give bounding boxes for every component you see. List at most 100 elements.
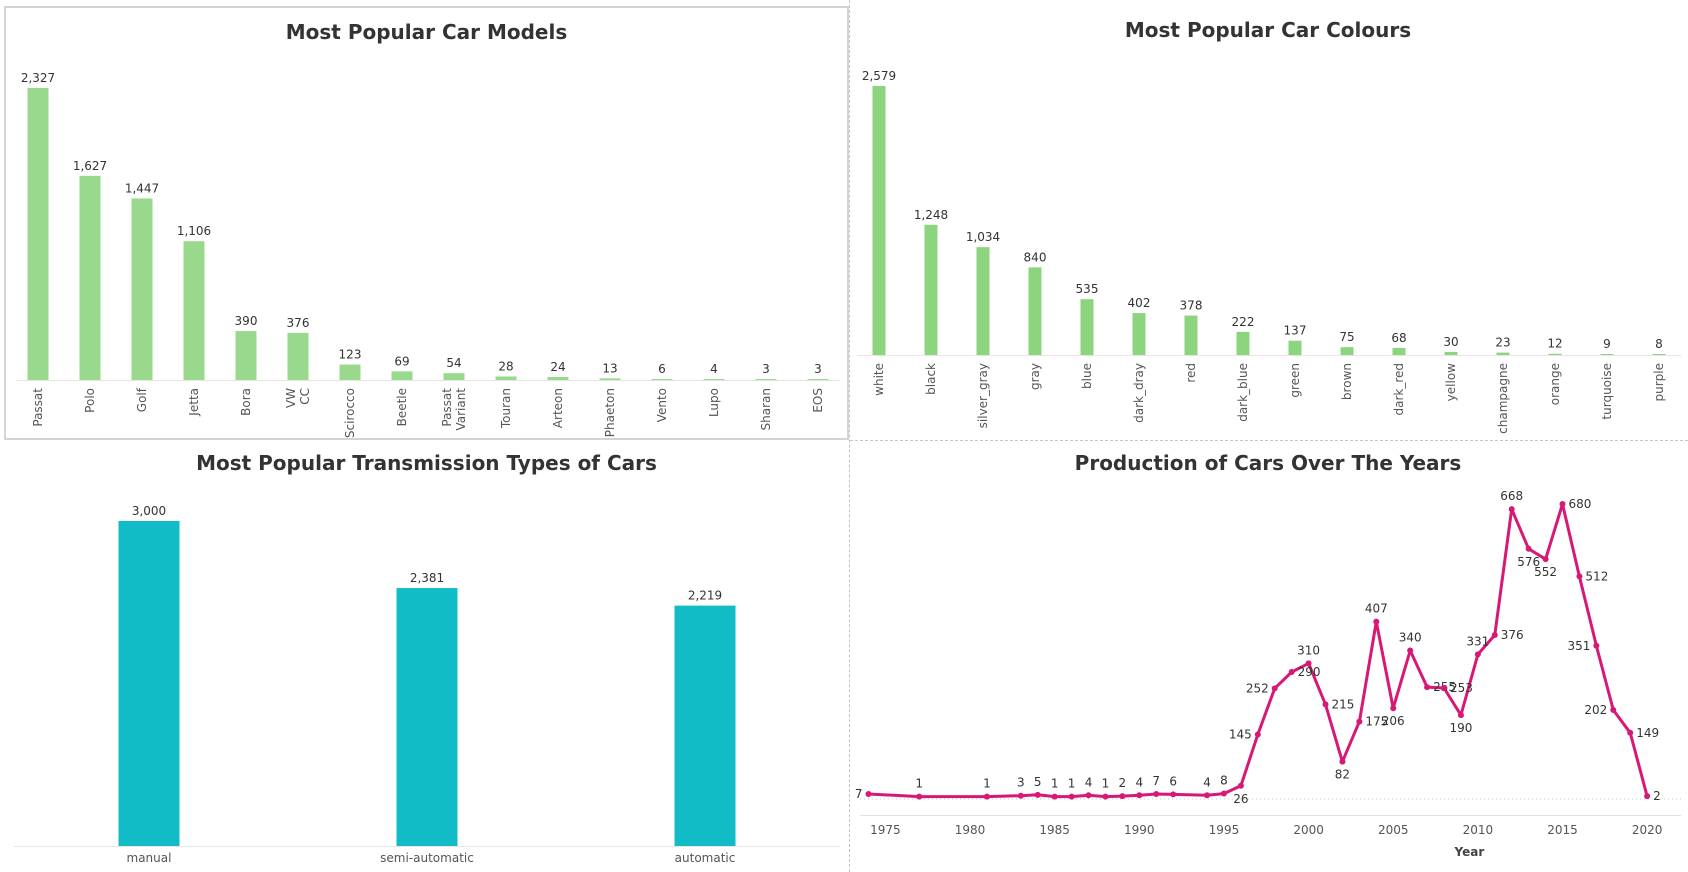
data-label: 840 [1024, 250, 1047, 264]
category-tick-label: blue [1080, 363, 1094, 389]
category-tick-label: brown [1340, 363, 1354, 400]
data-label: 175 [1365, 715, 1388, 729]
data-label: 390 [235, 314, 258, 328]
data-point [1068, 793, 1075, 800]
data-label: 54 [446, 356, 461, 370]
x-tick-label: 2015 [1547, 823, 1578, 837]
data-label: 310 [1297, 643, 1320, 657]
category-tick-label: silver_gray [976, 363, 990, 428]
category-tick-label: Touran [499, 388, 513, 429]
bar-eos [807, 379, 829, 380]
data-label: 668 [1500, 489, 1523, 503]
category-tick-label: Beetle [395, 388, 409, 426]
bar-polo [79, 175, 101, 380]
data-label: 82 [1335, 768, 1350, 782]
production-years-chart: 1975 1980 1985 1990 1995 2000 2005 2010 2015 2020… [855, 489, 1681, 859]
data-label: 376 [1501, 628, 1524, 642]
data-label: 2,579 [862, 69, 896, 83]
data-point [1441, 684, 1448, 691]
data-point [1220, 790, 1227, 797]
category-tick-label: white [872, 363, 886, 396]
data-label: 1 [983, 777, 991, 791]
bar-blue [1080, 299, 1094, 355]
bar-automatic [674, 605, 736, 846]
data-point [1407, 647, 1414, 654]
data-point [1424, 684, 1431, 691]
data-point [1034, 791, 1041, 798]
data-point [1525, 545, 1532, 552]
bar-jetta [183, 241, 205, 380]
data-point [1610, 706, 1617, 713]
car-colours-panel[interactable]: Most Popular Car Colours 2,579 white 1,248… [850, 6, 1686, 440]
bar-vento [651, 379, 673, 380]
data-label: 4 [1203, 775, 1211, 789]
data-label: 2,327 [21, 71, 55, 85]
bar-red [1184, 315, 1198, 355]
data-label: 123 [339, 348, 362, 362]
category-tick-label: Bora [239, 388, 253, 416]
data-point [1339, 758, 1346, 765]
data-label: 2 [1653, 789, 1661, 803]
category-tick-label: turquoise [1600, 363, 1614, 420]
data-point [1204, 792, 1211, 799]
car-models-chart: 2,327 Passat 1,627 Polo 1,447 Golf 1,106 Jetta 3… [16, 71, 840, 438]
transmission-chart: 3,000 manual 2,381 semi-automatic 2,219 autom… [14, 504, 840, 865]
data-label: 351 [1567, 639, 1590, 653]
data-label: 3 [1017, 776, 1025, 790]
data-point [1288, 669, 1295, 676]
data-point [1305, 660, 1312, 667]
category-tick-label: black [924, 363, 938, 395]
bar-silver-gray [976, 247, 990, 355]
data-label: 1,106 [177, 224, 211, 238]
x-tick-label: 1980 [955, 823, 986, 837]
category-tick-label: Jetta [187, 388, 201, 417]
bar-scirocco [339, 364, 361, 380]
transmission-panel[interactable]: Most Popular Transmission Types of Cars … [4, 442, 849, 870]
data-label: 2,381 [410, 571, 444, 585]
bar-sharan [755, 379, 777, 380]
data-point [1017, 792, 1024, 799]
bar-manual [118, 521, 180, 846]
category-tick-label: Sharan [759, 388, 773, 430]
data-label: 407 [1365, 602, 1388, 616]
data-label: 552 [1534, 565, 1557, 579]
data-point [983, 793, 990, 800]
data-point [1559, 501, 1566, 507]
data-label: 1 [1102, 777, 1110, 791]
data-label: 1,627 [73, 159, 107, 173]
data-label: 145 [1229, 728, 1252, 742]
data-label: 378 [1180, 299, 1203, 313]
data-label: 6 [658, 362, 666, 376]
bar-white [872, 86, 886, 355]
data-point [1254, 731, 1261, 738]
category-tick-label: red [1184, 363, 1198, 383]
transmission-title: Most Popular Transmission Types of Cars [196, 451, 657, 475]
data-point [1170, 791, 1177, 798]
data-label: 3 [762, 362, 770, 376]
x-tick-label: 1990 [1124, 823, 1155, 837]
production-years-panel[interactable]: Production of Cars Over The Years 1975 19… [850, 442, 1686, 870]
bar-yellow [1444, 351, 1458, 355]
data-label: 6 [1169, 774, 1177, 788]
data-label: 4 [710, 362, 718, 376]
category-tick-label: purple [1652, 363, 1666, 402]
category-tick-label: manual [127, 851, 172, 865]
bar-vw-cc [287, 332, 309, 380]
bar-lupo [703, 379, 725, 380]
car-models-panel[interactable]: Most Popular Car Models 2,327 Passat 1,627… [4, 6, 849, 440]
category-tick-label: gray [1028, 363, 1042, 390]
data-point [1542, 556, 1549, 563]
bar-touran [495, 376, 517, 380]
category-tick-label: Polo [83, 388, 97, 413]
bar-passat [27, 88, 49, 380]
bar-dark-red [1392, 347, 1406, 355]
bar-dark-dray [1132, 313, 1146, 355]
bar-turquoise [1600, 354, 1614, 355]
category-tick-label: EOS [811, 388, 825, 413]
category-tick-label: Arteon [551, 388, 565, 428]
bar-champagne [1496, 352, 1510, 355]
data-point [1237, 782, 1244, 789]
data-label: 1,034 [966, 230, 1000, 244]
data-label: 137 [1284, 324, 1307, 338]
data-label: 3 [814, 362, 822, 376]
